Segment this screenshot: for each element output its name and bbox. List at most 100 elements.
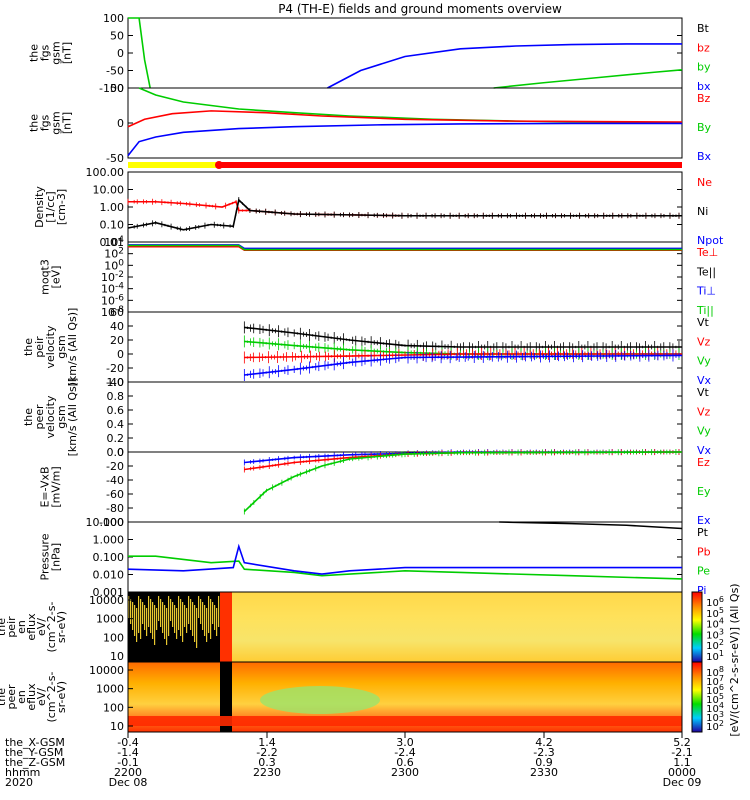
- y-tick-label: -80: [106, 502, 124, 515]
- y-axis-label: [nPa]: [50, 543, 63, 571]
- status-bar-yellow: [128, 162, 218, 168]
- panels: 100500-50-100thefgsgsm[nT]Btbzbybx500-50…: [0, 12, 741, 737]
- spectrogram-band: [220, 592, 232, 662]
- x-axis-value: Dec 08: [109, 776, 148, 789]
- panel-peer_en_eflux: 10000100010010108107106105104103102thepe…: [0, 583, 741, 736]
- x-axis-value: -0.4: [117, 736, 138, 749]
- colorbar-tick-label: 105: [706, 692, 724, 706]
- y-tick-label: 100.00: [86, 166, 125, 179]
- colorbar-tick-label: 105: [706, 606, 724, 620]
- y-axis-label: [km/s (All Qs)]: [66, 308, 79, 387]
- x-axis-row-label: the_Z-GSM: [5, 756, 65, 769]
- y-tick-label: 0.8: [107, 390, 125, 403]
- panel-frame: [127, 241, 683, 313]
- y-axis-label: [cm-3]: [55, 189, 68, 225]
- legend-ne: Ne: [697, 176, 712, 189]
- panel-pressure: 10.000 1.000 0.100 0.010 0.001 Pressure[nPa] P…: [39, 516, 711, 599]
- spectrogram-noise: [188, 596, 190, 624]
- spectrogram-noise: [160, 599, 162, 627]
- y-axis-label: en: [15, 620, 28, 634]
- colorbar-tick-label: 103: [706, 710, 724, 724]
- spectrogram-noise: [196, 608, 198, 648]
- y-tick-label: 100: [104, 258, 124, 272]
- colorbar-tick-label: 108: [706, 665, 724, 679]
- y-tick-label: 100: [103, 701, 124, 714]
- y-axis-label: the: [0, 618, 8, 636]
- y-axis-label: gsm: [55, 335, 68, 358]
- legend-vy: Vy: [697, 425, 711, 438]
- x-axis-value: 2230: [253, 766, 281, 779]
- y-tick-label: 10: [110, 720, 124, 733]
- status-bar: [128, 161, 682, 169]
- y-axis-label: Pressure: [39, 533, 52, 580]
- legend-pt: Pt: [697, 526, 709, 539]
- legend-by: By: [697, 121, 712, 134]
- spectrogram-gap: [220, 662, 232, 732]
- y-axis-label: the: [22, 408, 35, 426]
- legend-pi: Pi: [697, 584, 706, 597]
- y-tick-label: 0.6: [107, 404, 125, 417]
- spectrogram-noise: [198, 596, 200, 618]
- legend-vt: Vt: [697, 386, 710, 399]
- spectrogram-noise: [136, 608, 138, 642]
- colorbar-label: [eV/(cm^2-s-sr-eV)] (All Qs): [728, 583, 741, 736]
- y-axis-label: (cm^2-s-: [45, 672, 58, 723]
- y-tick-label: 104: [104, 235, 124, 249]
- spectrogram-noise: [166, 608, 168, 645]
- panel-frame: [127, 521, 683, 593]
- y-tick-label: 50: [110, 30, 124, 43]
- x-axis-value: 1.1: [673, 756, 691, 769]
- x-axis-value: 0.6: [396, 756, 414, 769]
- x-axis-value: 2330: [530, 766, 558, 779]
- series-ne: [128, 200, 682, 217]
- x-axis-row-label: 2020: [5, 776, 33, 789]
- x-axis-value: -2.4: [394, 746, 415, 759]
- y-axis-label: velocity: [44, 325, 57, 368]
- colorbar-tick-label: 106: [706, 683, 724, 697]
- series-bx: [327, 43, 682, 89]
- spectrogram-noise: [208, 596, 210, 633]
- y-tick-label: -60: [106, 488, 124, 501]
- y-axis-label: [mV/m]: [50, 466, 63, 507]
- spectrogram-noise: [186, 608, 188, 633]
- y-tick-label: 100: [103, 12, 124, 25]
- y-axis-label: gsm: [50, 111, 63, 134]
- y-tick-label: 10: [110, 650, 124, 663]
- x-axis-value: -2.3: [533, 746, 554, 759]
- spectrogram-noise: [150, 599, 152, 633]
- y-axis-label: [km/s (All Qs)]: [66, 378, 79, 457]
- colorbar-tick-label: 103: [706, 627, 724, 641]
- colorbar-tick-label: 102: [706, 638, 724, 652]
- spectrogram-noise: [180, 599, 182, 636]
- legend-pb: Pb: [697, 545, 711, 558]
- y-tick-label: 10-8: [101, 305, 124, 319]
- spectrogram-noise: [164, 605, 166, 639]
- panel-peer_velocity: 1.00.80.60.40.20.0 thepeervelocitygsm[km/…: [22, 376, 712, 459]
- series-btbzbybxgreenearly: [128, 17, 151, 89]
- x-axis-value: -1.4: [117, 746, 138, 759]
- panel-frame: [127, 381, 683, 453]
- spectrogram-noise: [192, 602, 194, 636]
- legend-ti||: Ti||: [696, 304, 714, 317]
- y-axis-label: Density: [33, 186, 46, 228]
- y-tick-label: 50: [110, 82, 124, 95]
- y-tick-label: 0: [117, 348, 124, 361]
- spectrogram-low-energy: [128, 716, 682, 726]
- y-tick-label: 10000: [89, 664, 124, 677]
- series-bx: [127, 122, 682, 157]
- y-axis-label: [nT]: [61, 42, 74, 64]
- spectrogram-noise: [184, 605, 186, 627]
- spectrogram-noise: [130, 599, 132, 624]
- x-axis-value: 0000: [668, 766, 696, 779]
- spectrogram-noise: [140, 599, 142, 639]
- spectrogram-noise: [174, 605, 176, 633]
- y-tick-label: 0.100: [93, 551, 125, 564]
- y-axis-label: peir: [33, 336, 46, 358]
- spectrogram-noise: [194, 605, 196, 642]
- spectrogram-green-feature: [260, 686, 380, 714]
- y-tick-label: 0.0: [107, 446, 125, 459]
- y-tick-label: -20: [106, 460, 124, 473]
- legend-vy: Vy: [697, 355, 711, 368]
